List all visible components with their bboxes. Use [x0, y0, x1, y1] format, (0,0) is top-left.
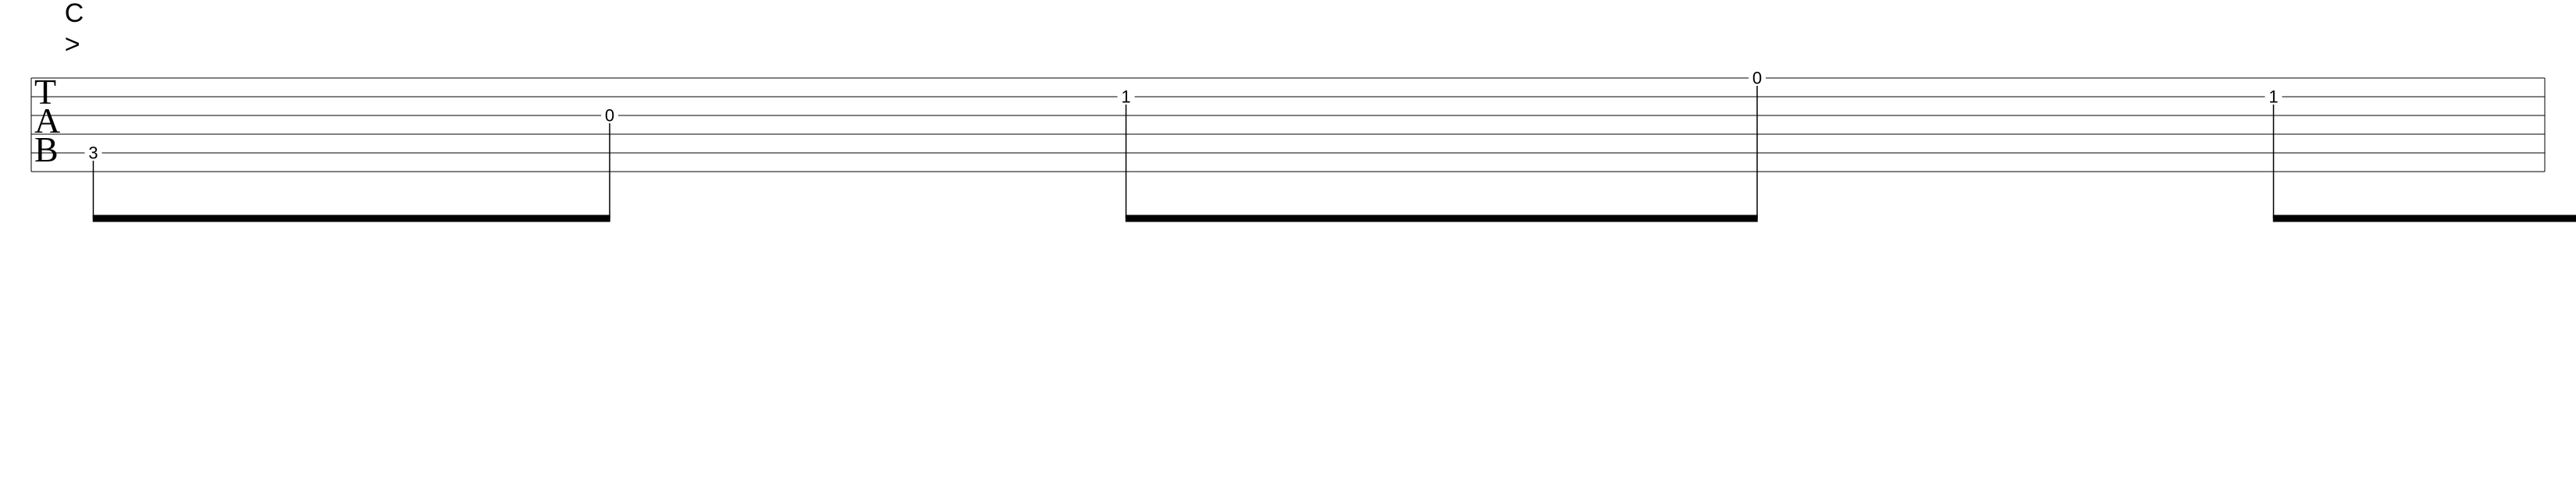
note-4: 0 — [1752, 69, 1762, 88]
note-3: 1 — [1121, 87, 1130, 107]
note-5: 1 — [2268, 87, 2278, 107]
note-2: 0 — [605, 106, 614, 126]
note-1: 3 — [88, 144, 98, 163]
guitar-tab: TABC>301010 — [0, 0, 2576, 493]
tab-letter-b: B — [34, 129, 59, 169]
accent-marking: > — [65, 30, 80, 59]
chord-symbol: C — [65, 0, 84, 28]
